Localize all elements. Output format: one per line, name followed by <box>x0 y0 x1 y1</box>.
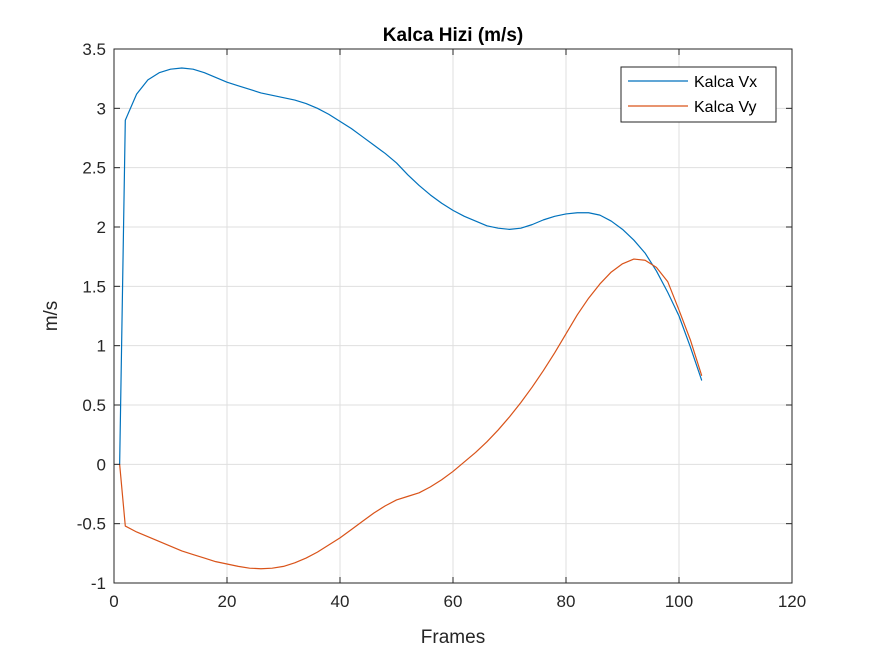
y-tick-label: -0.5 <box>77 515 106 534</box>
x-axis-label: Frames <box>421 627 485 648</box>
y-tick-label: 2.5 <box>82 159 106 178</box>
chart-title: Kalca Hizi (m/s) <box>383 25 523 46</box>
legend: Kalca Vx Kalca Vy <box>620 66 777 123</box>
x-tick-label: 60 <box>444 592 463 611</box>
grid-lines <box>114 49 792 583</box>
legend-label-vy: Kalca Vy <box>694 99 757 116</box>
y-tick-label: 1 <box>97 337 106 356</box>
y-tick-label: 3.5 <box>82 40 106 59</box>
series-line-kalca-vx <box>119 67 703 465</box>
y-tick-label: 1.5 <box>82 277 106 296</box>
x-tick-label: 20 <box>218 592 237 611</box>
x-tick-label: 0 <box>109 592 118 611</box>
legend-label-vx: Kalca Vx <box>694 74 757 91</box>
x-tick-label: 80 <box>557 592 576 611</box>
y-tick-label: 0.5 <box>82 396 106 415</box>
series-layer <box>119 67 703 570</box>
y-tick-label: 0 <box>97 455 106 474</box>
series-line-kalca-vy <box>119 258 703 570</box>
legend-box <box>620 66 777 123</box>
y-tick-label: 3 <box>97 99 106 118</box>
y-tick-label: -1 <box>91 574 106 593</box>
x-tick-label: 100 <box>665 592 693 611</box>
x-tick-label: 120 <box>778 592 806 611</box>
axis-ticks: 0 20 40 60 80 100 120 -1 -0.5 0 0.5 1 1.5 2 2.5 3 3.5 <box>77 40 806 611</box>
y-axis-label: m/s <box>41 301 62 332</box>
y-tick-label: 2 <box>97 218 106 237</box>
x-tick-label: 40 <box>331 592 350 611</box>
